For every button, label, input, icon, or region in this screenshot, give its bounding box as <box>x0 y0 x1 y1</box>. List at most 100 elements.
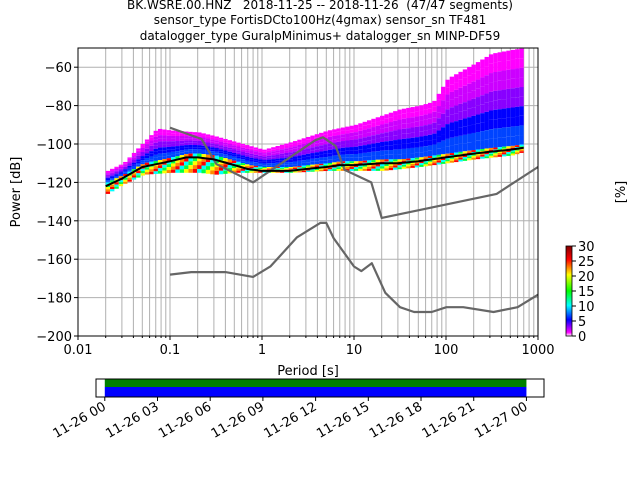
pdf-cell <box>157 153 163 157</box>
pdf-cell <box>358 168 363 171</box>
pdf-cell <box>462 77 468 86</box>
pdf-cell <box>488 110 494 120</box>
pdf-cell <box>218 156 224 161</box>
pdf-cell <box>345 168 350 171</box>
pdf-cell <box>384 159 389 162</box>
pdf-cell <box>118 165 124 167</box>
pdf-cell <box>179 140 185 144</box>
pdf-cell <box>471 98 476 108</box>
pdf-cell <box>236 148 241 151</box>
pdf-cell <box>197 147 202 150</box>
pdf-cell <box>201 165 206 170</box>
pdf-cell <box>515 106 520 117</box>
pdf-cell <box>432 159 437 162</box>
pdf-cell <box>510 49 516 60</box>
pdf-cell <box>345 150 350 155</box>
pdf-cell <box>210 158 215 163</box>
pdf-cell <box>353 157 359 162</box>
pdf-cell <box>184 133 189 137</box>
pdf-cell <box>397 139 402 145</box>
pdf-cell <box>349 139 354 144</box>
pdf-cell <box>223 142 228 145</box>
pdf-cell <box>105 180 111 182</box>
pdf-cell <box>515 49 520 59</box>
pdf-cell <box>506 79 511 89</box>
pdf-cell <box>157 170 163 174</box>
pdf-cell <box>301 165 307 167</box>
pdf-cell <box>253 167 259 169</box>
coverage-tick-label: 11-26 18 <box>367 399 425 441</box>
pdf-cell <box>253 149 259 152</box>
pdf-cell <box>292 141 298 144</box>
pdf-cell <box>179 165 185 170</box>
coverage-tick-label: 11-26 21 <box>420 399 478 441</box>
pdf-cell <box>175 151 180 154</box>
pdf-cell <box>480 131 485 141</box>
pdf-cell <box>231 158 237 161</box>
pdf-cell <box>336 165 341 168</box>
pdf-cell <box>253 165 259 168</box>
pdf-cell <box>327 130 333 134</box>
pdf-cell <box>149 161 154 165</box>
x-axis-label: Period [s] <box>277 364 339 379</box>
pdf-cell <box>401 138 407 144</box>
pdf-cell <box>136 155 141 158</box>
pdf-cell <box>227 153 232 156</box>
pdf-cell <box>519 125 524 136</box>
pdf-cell <box>345 130 350 134</box>
pdf-cell <box>441 147 446 155</box>
pdf-cell <box>406 158 411 161</box>
pdf-cell <box>353 153 359 158</box>
pdf-cell <box>297 158 302 161</box>
pdf-cell <box>144 144 150 147</box>
pdf-cell <box>171 138 176 142</box>
pdf-cell <box>371 127 376 132</box>
coverage-tick-label: 11-26 03 <box>103 399 161 441</box>
pdf-cell <box>314 161 320 165</box>
pdf-cell <box>410 162 415 164</box>
pdf-cell <box>358 145 363 150</box>
pdf-cell <box>179 162 185 166</box>
pdf-cell <box>345 157 350 162</box>
pdf-cell <box>105 177 111 179</box>
pdf-cell <box>153 154 158 158</box>
pdf-cell <box>197 161 202 166</box>
pdf-cell <box>497 152 502 155</box>
pdf-cell <box>127 177 132 180</box>
pdf-cell <box>475 70 481 80</box>
pdf-cell <box>319 139 324 143</box>
pdf-cell <box>419 152 424 158</box>
pdf-cell <box>166 138 172 142</box>
pdf-cell <box>375 166 381 169</box>
pdf-cell <box>454 156 459 159</box>
pdf-cell <box>114 169 119 171</box>
pdf-cell <box>201 137 206 140</box>
pdf-cell <box>192 161 198 166</box>
pdf-cell <box>136 150 141 153</box>
pdf-cell <box>140 154 145 157</box>
pdf-cell <box>414 121 420 127</box>
pdf-heatmap <box>105 48 524 194</box>
pdf-cell <box>445 124 450 132</box>
pdf-cell <box>419 131 424 137</box>
pdf-cell <box>327 162 333 165</box>
pdf-cell <box>240 170 246 173</box>
pdf-cell <box>197 168 202 173</box>
chart-title-line-1: BK.WSRE.00.HNZ 2018-11-25 -- 2018-11-26 … <box>127 0 513 12</box>
pdf-cell <box>240 159 246 162</box>
pdf-cell <box>336 169 341 171</box>
pdf-cell <box>332 159 337 163</box>
pdf-cell <box>144 148 150 152</box>
pdf-cell <box>475 88 481 98</box>
pdf-cell <box>480 152 485 155</box>
pdf-cell <box>144 151 150 154</box>
pdf-cell <box>501 70 507 81</box>
pdf-cell <box>458 87 463 96</box>
pdf-cell <box>362 137 367 142</box>
pdf-cell <box>427 159 433 162</box>
pdf-cell <box>166 164 172 168</box>
pdf-cell <box>218 137 224 140</box>
pdf-cell <box>144 169 150 173</box>
pdf-cell <box>397 114 402 120</box>
pdf-cell <box>449 153 455 156</box>
